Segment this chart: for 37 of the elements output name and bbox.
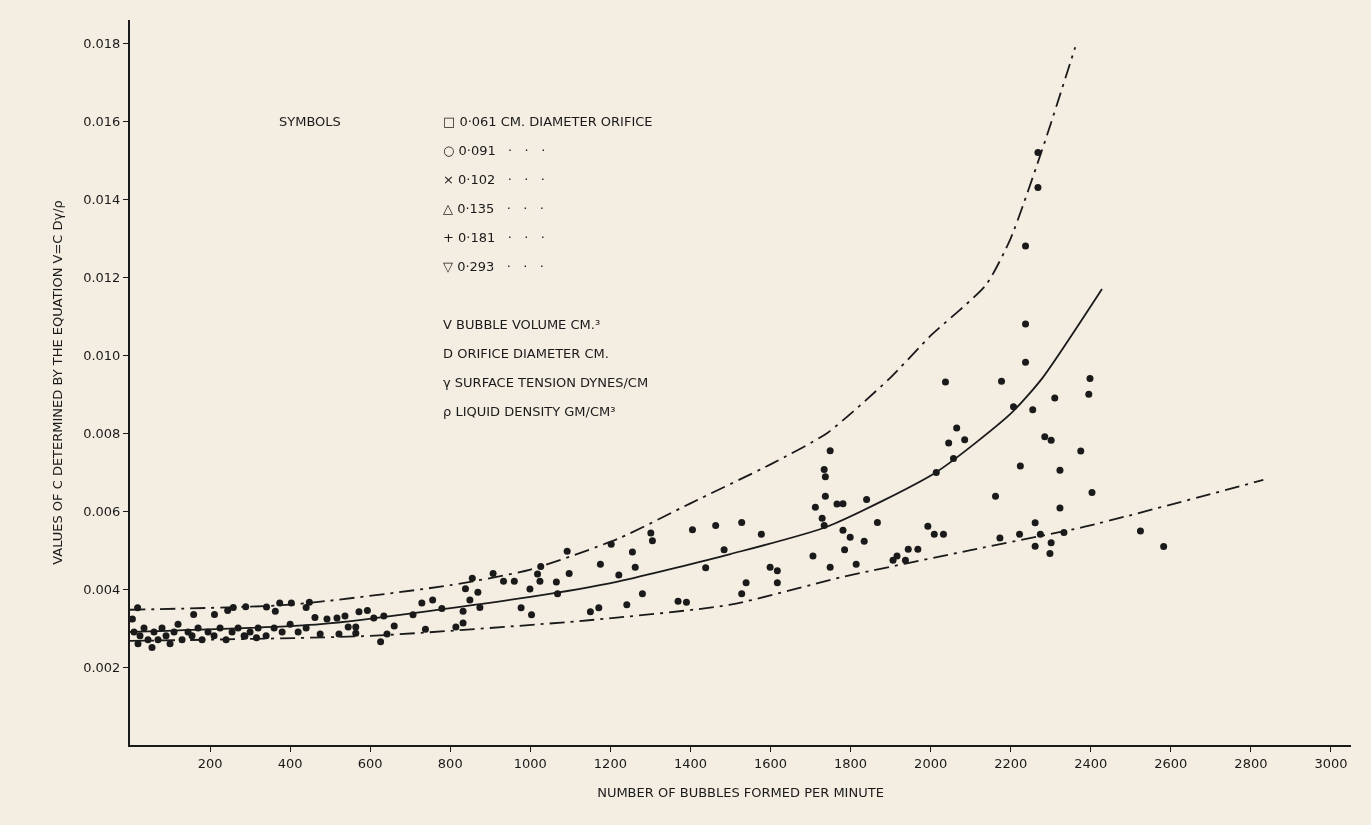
x-tick-label: 2000 <box>914 755 948 771</box>
x-tick-label: 1600 <box>753 755 788 771</box>
x-tick-label: 2400 <box>1074 755 1108 771</box>
annotation: V BUBBLE VOLUME CM.³ <box>443 317 601 332</box>
annotation: D ORIFICE DIAMETER CM. <box>443 346 609 361</box>
y-tick-label: 0.002 <box>83 659 121 675</box>
annotation: + 0·181 · · · <box>443 230 545 245</box>
x-tick-label: 3000 <box>1314 755 1348 771</box>
y-tick-label: 0.010 <box>83 347 121 363</box>
y-tick-label: 0.018 <box>83 35 121 51</box>
x-tick-label: 1000 <box>513 755 547 771</box>
annotation: ○ 0·091 · · · <box>443 143 546 158</box>
x-tick-label: 800 <box>437 755 463 771</box>
x-tick-label: 2600 <box>1154 755 1188 771</box>
annotation: γ SURFACE TENSION DYNES/CM <box>443 375 649 390</box>
y-tick-label: 0.012 <box>83 269 121 285</box>
x-tick-label: 600 <box>357 755 383 771</box>
y-tick-label: 0.016 <box>83 113 121 129</box>
x-axis-title: NUMBER OF BUBBLES FORMED PER MINUTE <box>597 784 884 800</box>
y-tick-label: 0.014 <box>83 191 121 207</box>
y-axis-title: VALUES OF C DETERMINED BY THE EQUATION V=C Dγ/ρ <box>49 200 65 565</box>
x-tick-label: 400 <box>277 755 303 771</box>
annotation: SYMBOLS <box>279 114 341 129</box>
y-tick-label: 0.004 <box>83 581 121 597</box>
x-tick-label: 1400 <box>673 755 708 771</box>
annotation: □ 0·061 CM. DIAMETER ORIFICE <box>443 114 653 129</box>
x-tick-label: 200 <box>197 755 223 771</box>
x-tick-label: 2800 <box>1234 755 1268 771</box>
annotation: △ 0·135 · · · <box>443 201 544 216</box>
x-tick-label: 1800 <box>834 755 868 771</box>
annotation: × 0·102 · · · <box>443 172 545 187</box>
annotation: ▽ 0·293 · · · <box>443 259 544 274</box>
x-tick-label: 1200 <box>593 755 627 771</box>
y-tick-label: 0.006 <box>83 503 121 519</box>
y-tick-label: 0.008 <box>83 425 121 441</box>
annotation: ρ LIQUID DENSITY GM/CM³ <box>443 404 616 419</box>
x-tick-label: 2200 <box>994 755 1028 771</box>
